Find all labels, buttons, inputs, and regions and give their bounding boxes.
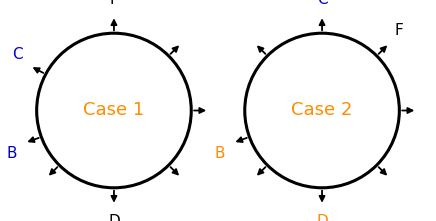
Text: F: F <box>109 0 118 8</box>
Text: B: B <box>7 146 17 161</box>
Text: B: B <box>215 146 225 161</box>
Text: Case 2: Case 2 <box>291 101 353 120</box>
Text: C: C <box>317 0 327 8</box>
Text: D: D <box>108 213 120 221</box>
Text: D: D <box>316 213 328 221</box>
Text: Case 1: Case 1 <box>83 101 145 120</box>
Text: F: F <box>395 23 404 38</box>
Text: C: C <box>12 47 23 62</box>
